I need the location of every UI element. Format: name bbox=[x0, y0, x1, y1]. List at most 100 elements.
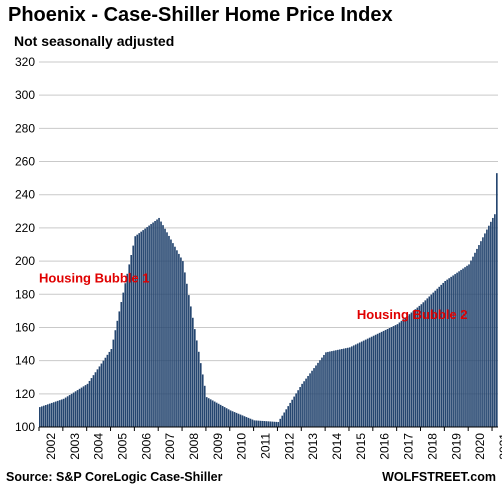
bar bbox=[219, 404, 222, 427]
bar bbox=[140, 231, 142, 427]
bar bbox=[205, 397, 208, 427]
bar bbox=[170, 239, 172, 427]
bar bbox=[166, 232, 168, 427]
bar bbox=[478, 245, 480, 427]
bar bbox=[472, 256, 474, 427]
bar bbox=[90, 378, 93, 427]
x-tick-label: 2002 bbox=[44, 433, 58, 460]
y-tick-label: 260 bbox=[15, 155, 35, 169]
bar bbox=[295, 393, 297, 427]
bar bbox=[39, 407, 41, 427]
bar bbox=[390, 327, 393, 427]
bar bbox=[329, 351, 331, 427]
chart-title: Phoenix - Case-Shiller Home Price Index bbox=[8, 4, 393, 26]
x-axis-ticks: 2002 2003 2004 2005 2006 2007 2008 2009 2010 2011… bbox=[38, 427, 502, 460]
bar bbox=[120, 302, 123, 427]
x-tick-label: 2021 bbox=[497, 433, 502, 460]
bar bbox=[152, 222, 154, 427]
bar bbox=[186, 283, 188, 427]
bar bbox=[190, 306, 192, 427]
bar bbox=[245, 417, 248, 427]
bar bbox=[352, 345, 355, 427]
bar bbox=[374, 334, 377, 427]
bar bbox=[106, 354, 109, 427]
bar bbox=[289, 402, 291, 427]
bar bbox=[327, 351, 329, 427]
bar bbox=[341, 349, 343, 427]
bar bbox=[233, 412, 236, 427]
bar bbox=[174, 246, 176, 427]
x-tick-label: 2005 bbox=[115, 433, 129, 460]
x-tick-label: 2017 bbox=[402, 433, 416, 460]
bar bbox=[311, 370, 313, 427]
bar bbox=[319, 360, 321, 427]
bar bbox=[255, 420, 258, 427]
bar bbox=[104, 357, 107, 427]
y-tick-label: 120 bbox=[15, 387, 35, 401]
y-tick-label: 140 bbox=[15, 354, 35, 368]
bar bbox=[136, 234, 138, 427]
bar bbox=[486, 229, 488, 427]
bar bbox=[378, 332, 381, 427]
bar bbox=[400, 320, 403, 427]
x-tick-label: 2003 bbox=[68, 433, 82, 460]
bar bbox=[82, 386, 85, 427]
bar bbox=[428, 296, 431, 427]
bar bbox=[348, 347, 351, 427]
bar bbox=[168, 235, 170, 427]
bar bbox=[285, 409, 288, 427]
bar bbox=[188, 295, 190, 427]
bar bbox=[96, 369, 99, 427]
bar bbox=[492, 217, 494, 427]
bar bbox=[227, 409, 230, 427]
bar bbox=[343, 348, 345, 427]
bar bbox=[466, 265, 468, 427]
bar bbox=[452, 275, 454, 427]
x-tick-label: 2015 bbox=[354, 433, 368, 460]
bar bbox=[128, 264, 131, 427]
x-tick-label: 2012 bbox=[282, 433, 296, 460]
bar bbox=[251, 419, 254, 427]
bar bbox=[213, 401, 216, 427]
source-note: Source: S&P CoreLogic Case-Shiller bbox=[6, 470, 223, 484]
x-tick-label: 2006 bbox=[139, 433, 153, 460]
bar bbox=[126, 273, 129, 427]
bar bbox=[68, 395, 71, 427]
bar bbox=[291, 399, 293, 427]
bar bbox=[54, 401, 57, 427]
bar bbox=[462, 268, 464, 427]
bar bbox=[199, 363, 202, 428]
bar bbox=[195, 340, 198, 427]
chart-subtitle: Not seasonally adjusted bbox=[14, 33, 175, 49]
y-axis-ticks: 100 120 140 160 180 200 220 240 260 280 300 320 bbox=[15, 55, 35, 434]
bar bbox=[458, 271, 460, 427]
bar bbox=[420, 304, 423, 427]
bar bbox=[148, 225, 150, 427]
bars bbox=[39, 173, 498, 428]
bar bbox=[356, 343, 359, 427]
bar bbox=[460, 269, 462, 427]
bar bbox=[247, 417, 250, 428]
bar bbox=[203, 385, 206, 427]
bar bbox=[470, 260, 472, 427]
bar bbox=[132, 245, 135, 427]
bar bbox=[482, 237, 484, 427]
bar bbox=[317, 362, 319, 427]
x-tick-label: 2009 bbox=[211, 433, 225, 460]
bar bbox=[64, 397, 67, 427]
bar bbox=[100, 363, 103, 427]
bar bbox=[235, 412, 238, 427]
bar bbox=[438, 286, 441, 427]
x-tick-label: 2011 bbox=[259, 433, 273, 459]
x-tick-label: 2013 bbox=[306, 433, 320, 460]
bar bbox=[384, 329, 387, 427]
bar bbox=[424, 300, 427, 427]
bar bbox=[225, 408, 228, 427]
bar bbox=[386, 328, 389, 427]
bar bbox=[454, 274, 456, 427]
bar bbox=[271, 421, 274, 427]
brand-label: WOLFSTREET.com bbox=[382, 470, 496, 484]
bar bbox=[432, 292, 435, 427]
bar bbox=[94, 372, 97, 427]
bar bbox=[436, 288, 439, 427]
